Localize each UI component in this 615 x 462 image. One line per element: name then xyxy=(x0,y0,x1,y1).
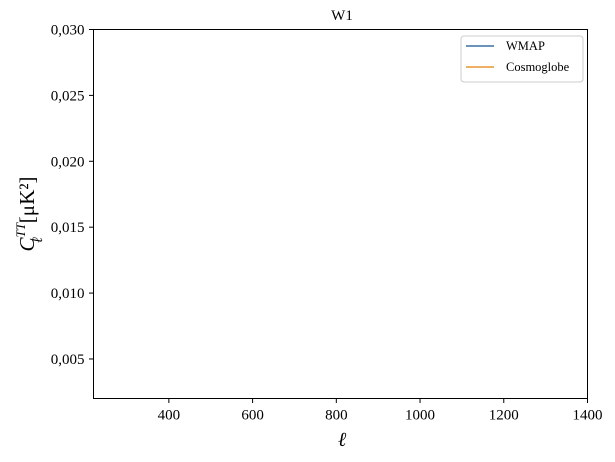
y-tick-label: 0,025 xyxy=(51,88,85,104)
x-tick-label: 1200 xyxy=(489,408,519,424)
y-tick-label: 0,020 xyxy=(51,154,85,170)
y-axis-label: CTTℓ [μK²] xyxy=(13,176,46,251)
x-tick-label: 1400 xyxy=(573,408,603,424)
y-label-superscript: TT xyxy=(13,222,28,237)
plot-frame xyxy=(93,29,588,399)
y-label-subscript: ℓ xyxy=(31,237,46,243)
x-tick-label: 600 xyxy=(241,408,264,424)
y-label-symbol: C xyxy=(15,237,39,252)
y-tick-label: 0,005 xyxy=(51,352,85,368)
y-tick-label: 0,030 xyxy=(51,23,85,39)
svg-text:CTTℓ[μK²]: CTTℓ [μK²] xyxy=(13,176,46,251)
x-tick-label: 800 xyxy=(325,408,348,424)
x-tick-label: 1000 xyxy=(405,408,435,424)
x-axis-label: ℓ xyxy=(338,429,347,451)
x-tick-label: 400 xyxy=(158,408,181,424)
y-label-units: [μK²] xyxy=(15,176,39,223)
chart-title: W1 xyxy=(331,8,353,24)
y-tick-label: 0,015 xyxy=(51,220,85,236)
y-tick-label: 0,010 xyxy=(51,286,85,302)
legend-label-wmap: WMAP xyxy=(506,39,545,53)
axis-ticks: 400 600 800 1000 1200 1400 0,005 0,010 0,015 0,02… xyxy=(51,23,603,424)
legend-label-cosmoglobe: Cosmoglobe xyxy=(506,60,570,74)
legend-frame xyxy=(460,35,584,83)
legend: WMAP Cosmoglobe xyxy=(460,35,584,83)
